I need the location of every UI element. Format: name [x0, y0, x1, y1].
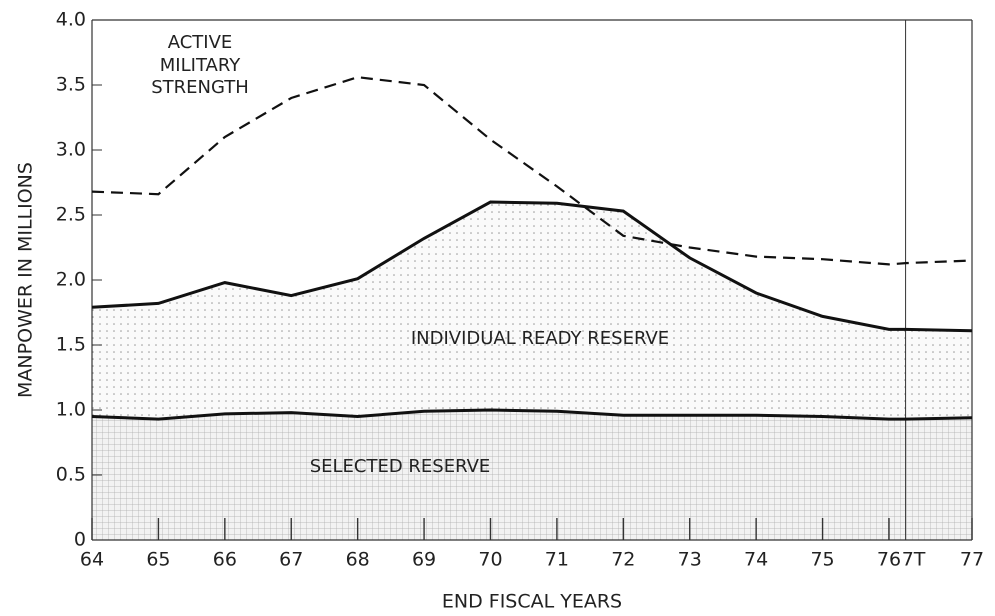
- series-label: ACTIVE MILITARY STRENGTH: [151, 32, 249, 98]
- x-tick-label: 75: [810, 549, 834, 571]
- x-tick-label: 68: [346, 549, 370, 571]
- x-tick-label: 69: [412, 549, 436, 571]
- area-fill: [92, 202, 972, 420]
- area-fill: [92, 410, 972, 540]
- x-tick-label: 67: [279, 549, 303, 571]
- x-tick-label: 77: [960, 549, 984, 571]
- x-tick-label: 65: [146, 549, 170, 571]
- y-tick-label: 0: [74, 529, 86, 551]
- x-axis-label: END FISCAL YEARS: [442, 591, 622, 613]
- x-tick-label: 7T: [902, 549, 926, 571]
- x-tick-label: 74: [744, 549, 768, 571]
- y-tick-label: 2.0: [56, 269, 86, 291]
- y-tick-label: 3.5: [56, 74, 86, 96]
- x-tick-label: 72: [611, 549, 635, 571]
- series-line: [91, 200, 973, 333]
- y-tick-label: 0.5: [56, 464, 86, 486]
- y-axis-label: MANPOWER IN MILLIONS: [15, 162, 37, 398]
- y-tick-label: 4.0: [56, 9, 86, 31]
- y-tick-label: 3.0: [56, 139, 86, 161]
- series-line: [91, 408, 973, 421]
- x-tick-label: 64: [80, 549, 104, 571]
- x-tick-label: 73: [678, 549, 702, 571]
- y-tick-label: 2.5: [56, 204, 86, 226]
- x-tick-label: 66: [213, 549, 237, 571]
- series-label: INDIVIDUAL READY RESERVE: [410, 328, 670, 349]
- series-label: SELECTED RESERVE: [309, 456, 491, 477]
- x-tick-label: 71: [545, 549, 569, 571]
- x-tick-label: 70: [478, 549, 502, 571]
- y-tick-label: 1.0: [56, 399, 86, 421]
- x-tick-label: 76: [877, 549, 901, 571]
- y-tick-label: 1.5: [56, 334, 86, 356]
- series-line: [91, 76, 973, 266]
